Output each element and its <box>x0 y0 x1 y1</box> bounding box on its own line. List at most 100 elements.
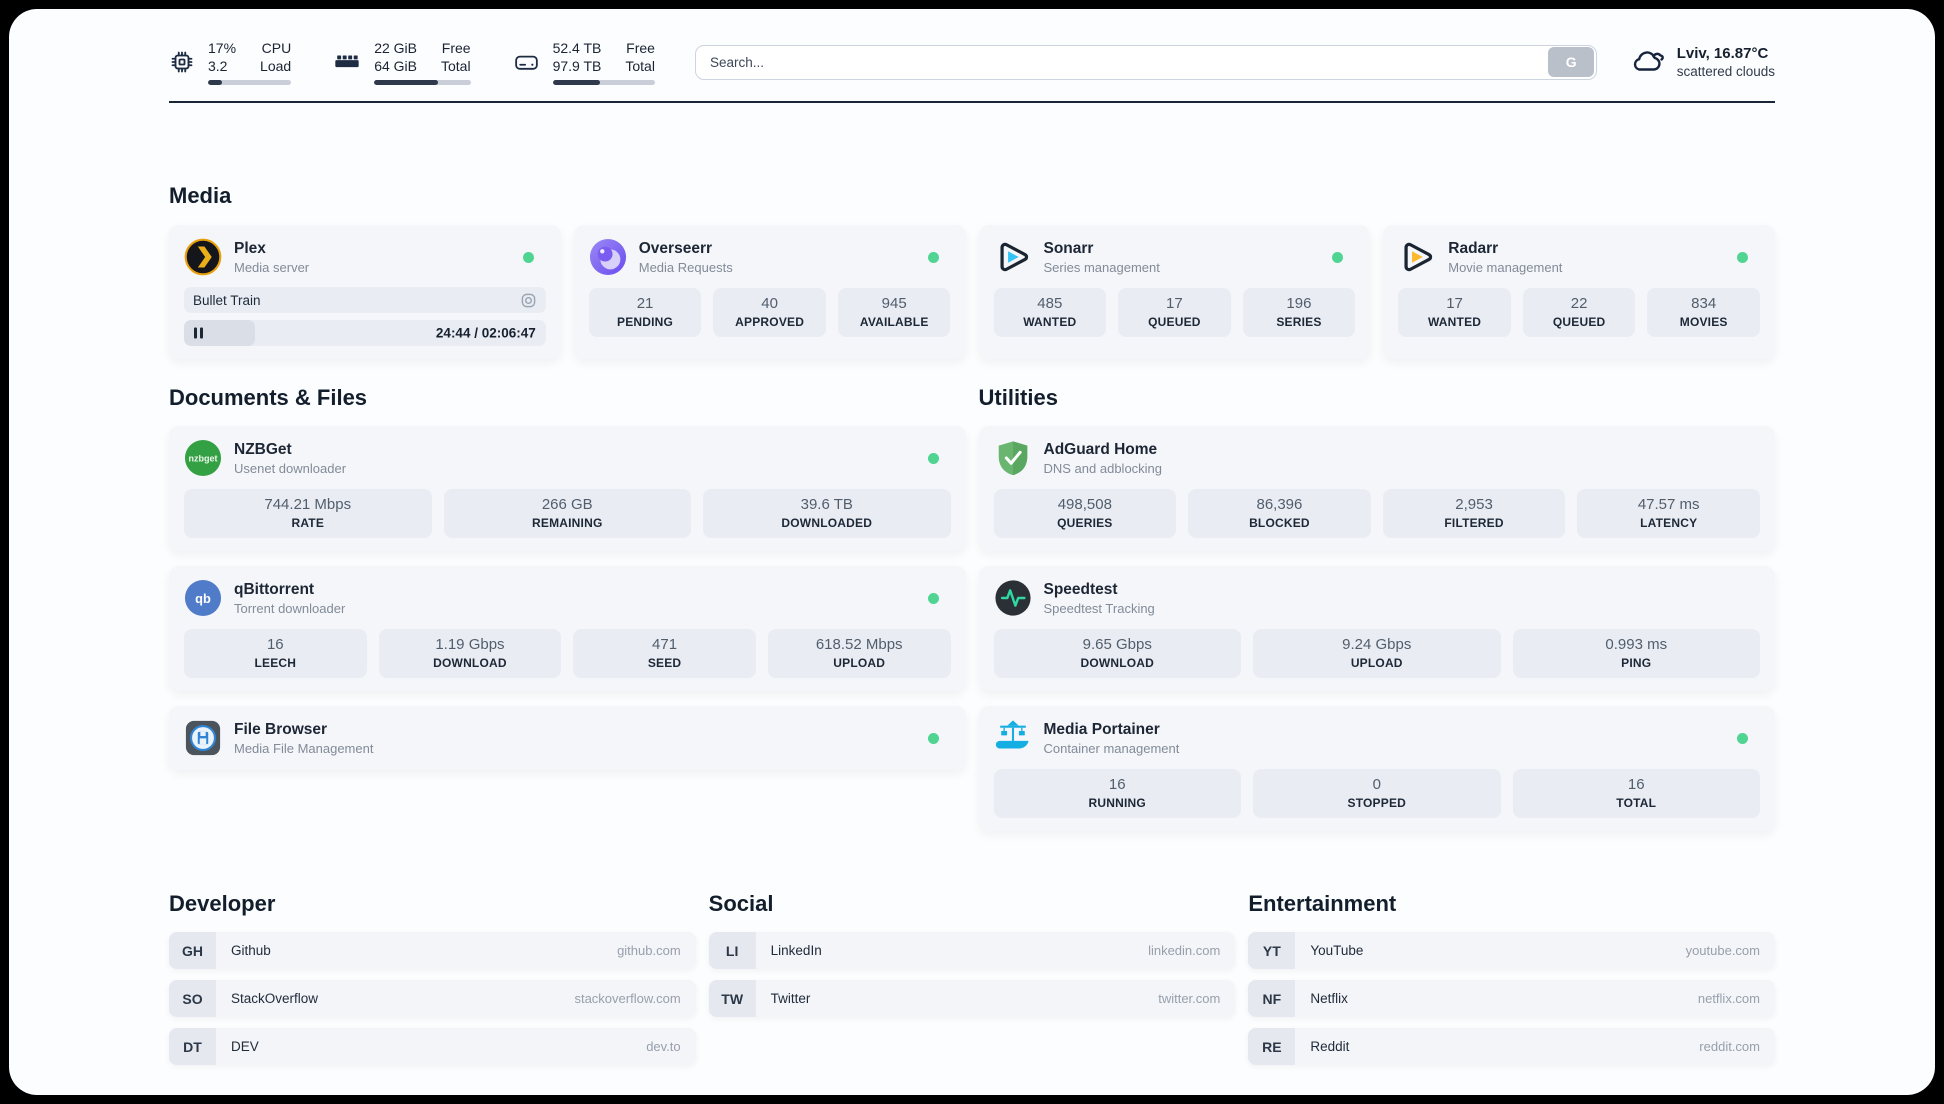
search-input[interactable] <box>694 44 1597 80</box>
stat-label: RATE <box>291 516 325 530</box>
service-subtitle: Series management <box>1043 259 1160 275</box>
stat-label: SEED <box>647 656 682 670</box>
stat-label: SERIES <box>1276 315 1322 329</box>
media-player: Bullet Train 24:44 / 02:06:47 <box>184 287 546 346</box>
playback-time: 24:44 / 02:06:47 <box>435 325 536 341</box>
stat-label: STOPPED <box>1347 796 1407 810</box>
section-documents-files: Documents & Files nzbget NZBGet Usenet down… <box>169 385 966 770</box>
card-stack: AdGuard Home DNS and adblocking 498,508 QUE… <box>978 426 1775 831</box>
bookmark-name: StackOverflow <box>231 991 319 1006</box>
stat-value: 2,953 <box>1455 496 1493 513</box>
bookmark-linkedin[interactable]: LI LinkedIn linkedin.com <box>708 932 1236 969</box>
svg-text:qb: qb <box>195 591 211 606</box>
memory-values: 22 GiB Free 64 GiB Total <box>374 39 470 75</box>
service-card-file-browser[interactable]: File Browser Media File Management <box>169 706 966 770</box>
bookmark-url: linkedin.com <box>1148 943 1221 958</box>
service-card-nzbget[interactable]: nzbget NZBGet Usenet downloader 744.21 Mbps… <box>169 426 966 551</box>
stat-label: DOWNLOAD <box>433 656 507 670</box>
service-card-radarr[interactable]: Radarr Movie management 17 WANTED 22 QUEUED 83… <box>1383 225 1775 359</box>
stat-value: 16 <box>1108 776 1126 793</box>
bookmark-stackoverflow[interactable]: SO StackOverflow stackoverflow.com <box>169 980 696 1017</box>
service-stats: 17 WANTED 22 QUEUED 834 MOVIES <box>1398 288 1760 337</box>
memory-stats: 22 GiB Free 64 GiB Total <box>374 39 471 85</box>
bookmark-name: Github <box>231 943 271 958</box>
cpu-values: 17% CPU 3.2 Load <box>208 39 291 75</box>
service-card-sonarr[interactable]: Sonarr Series management 485 WANTED 17 QUEUED… <box>978 225 1371 359</box>
bookmark-list: YT YouTube youtube.com NF Netflix netflix.com… <box>1248 932 1775 1065</box>
service-titles: Overseerr Media Requests <box>639 239 733 276</box>
stat-label: REMAINING <box>532 516 603 530</box>
pause-icon[interactable] <box>194 327 204 339</box>
radarr-icon <box>1398 238 1436 276</box>
bookmark-github[interactable]: GH Github github.com <box>169 932 696 969</box>
service-card-plex[interactable]: Plex Media server Bullet Train 24:44 / 02:0… <box>169 225 561 359</box>
status-dot-online <box>1737 732 1748 744</box>
bookmark-name: YouTube <box>1310 943 1364 958</box>
section-media: Media Plex Media server Bullet Train 24:44 /… <box>169 183 1775 359</box>
split-sections: Documents & Files nzbget NZBGet Usenet down… <box>169 385 1775 831</box>
bookmark-list: GH Github github.com SO StackOverflow stackov… <box>169 932 696 1065</box>
disk-label: Free <box>626 40 655 56</box>
service-stats: 485 WANTED 17 QUEUED 196 SERIES <box>993 288 1356 337</box>
cpu-usage-fill <box>208 80 223 85</box>
stat-value: 16 <box>266 636 284 653</box>
service-name: Plex <box>234 239 266 257</box>
service-card-qbittorrent[interactable]: qb qBittorrent Torrent downloader 16 LEECH 1.… <box>169 566 966 691</box>
speedtest-icon <box>994 579 1032 617</box>
service-titles: qBittorrent Torrent downloader <box>234 580 345 617</box>
stat-value: 40 <box>761 295 778 312</box>
bookmark-url: stackoverflow.com <box>574 991 681 1006</box>
service-card-adguard-home[interactable]: AdGuard Home DNS and adblocking 498,508 QUE… <box>978 426 1775 551</box>
bookmark-url: twitter.com <box>1158 991 1221 1006</box>
memory-label: Total <box>441 58 471 74</box>
bookmark-youtube[interactable]: YT YouTube youtube.com <box>1248 932 1775 969</box>
view-session-icon[interactable] <box>520 292 537 309</box>
stat-value: 196 <box>1286 295 1312 312</box>
service-subtitle: Speedtest Tracking <box>1043 600 1155 616</box>
service-titles: Radarr Movie management <box>1448 239 1562 276</box>
service-header: Media Portainer Container management <box>994 719 1761 757</box>
service-subtitle: Media File Management <box>234 740 374 756</box>
bookmark-netflix[interactable]: NF Netflix netflix.com <box>1248 980 1775 1017</box>
service-name: Speedtest <box>1043 580 1118 598</box>
service-titles: Speedtest Speedtest Tracking <box>1044 580 1155 617</box>
service-subtitle: DNS and adblocking <box>1043 460 1163 476</box>
search-engine-button[interactable]: G <box>1548 47 1595 77</box>
service-stats: 16 RUNNING 0 STOPPED 16 TOTAL <box>993 769 1760 818</box>
stat-latency: 47.57 ms LATENCY <box>1577 489 1760 538</box>
svg-text:nzbget: nzbget <box>188 453 217 463</box>
disk-values: 52.4 TB Free 97.9 TB Total <box>553 39 655 75</box>
bookmark-twitter[interactable]: TW Twitter twitter.com <box>708 980 1236 1017</box>
service-card-overseerr[interactable]: Overseerr Media Requests 21 PENDING 40 APPROV… <box>573 225 966 359</box>
weather-condition: scattered clouds <box>1676 63 1775 79</box>
qbittorrent-icon: qb <box>184 579 222 617</box>
status-dot-online <box>522 251 534 263</box>
stat-value: 485 <box>1037 295 1063 312</box>
stat-label: WANTED <box>1427 315 1482 329</box>
service-card-media-portainer[interactable]: Media Portainer Container management 16 RUN… <box>978 706 1775 831</box>
memory-usage-fill <box>374 80 438 85</box>
stat-value: 9.24 Gbps <box>1342 636 1412 653</box>
cpu-label: CPU <box>261 40 292 56</box>
service-subtitle: Container management <box>1043 740 1180 756</box>
weather-widget: Lviv, 16.87°C scattered clouds <box>1629 44 1775 81</box>
stat-label: AVAILABLE <box>859 315 929 329</box>
weather-location-temp: Lviv, 16.87°C <box>1676 44 1769 62</box>
stat-label: UPLOAD <box>1350 656 1403 670</box>
bookmark-abbr: YT <box>1248 932 1296 969</box>
service-header: nzbget NZBGet Usenet downloader <box>184 439 951 477</box>
bookmark-dev[interactable]: DT DEV dev.to <box>169 1028 696 1065</box>
stat-value: 39.6 TB <box>800 496 853 513</box>
sonarr-icon <box>994 238 1032 276</box>
service-stats: 744.21 Mbps RATE 266 GB REMAINING 39.6 TB DOW… <box>184 489 951 538</box>
service-name: qBittorrent <box>234 580 315 598</box>
service-card-speedtest[interactable]: Speedtest Speedtest Tracking 9.65 Gbps DOWN… <box>978 566 1775 691</box>
stat-value: 945 <box>881 295 907 312</box>
stat-queued: 22 QUEUED <box>1522 288 1636 337</box>
dashboard-panel: 17% CPU 3.2 Load 22 GiB Free 64 GiB Total 52.4 T… <box>9 9 1935 1095</box>
bookmark-abbr: RE <box>1248 1028 1296 1065</box>
bookmark-reddit[interactable]: RE Reddit reddit.com <box>1248 1028 1775 1065</box>
now-playing-row: Bullet Train <box>184 287 546 313</box>
service-subtitle: Usenet downloader <box>234 460 347 476</box>
status-dot-online <box>927 452 939 464</box>
